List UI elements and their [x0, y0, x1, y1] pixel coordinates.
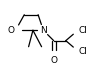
Text: O: O — [50, 56, 57, 65]
Text: O: O — [8, 26, 15, 35]
Text: Cl: Cl — [79, 47, 88, 56]
Text: Cl: Cl — [79, 26, 88, 35]
Text: N: N — [40, 26, 47, 35]
